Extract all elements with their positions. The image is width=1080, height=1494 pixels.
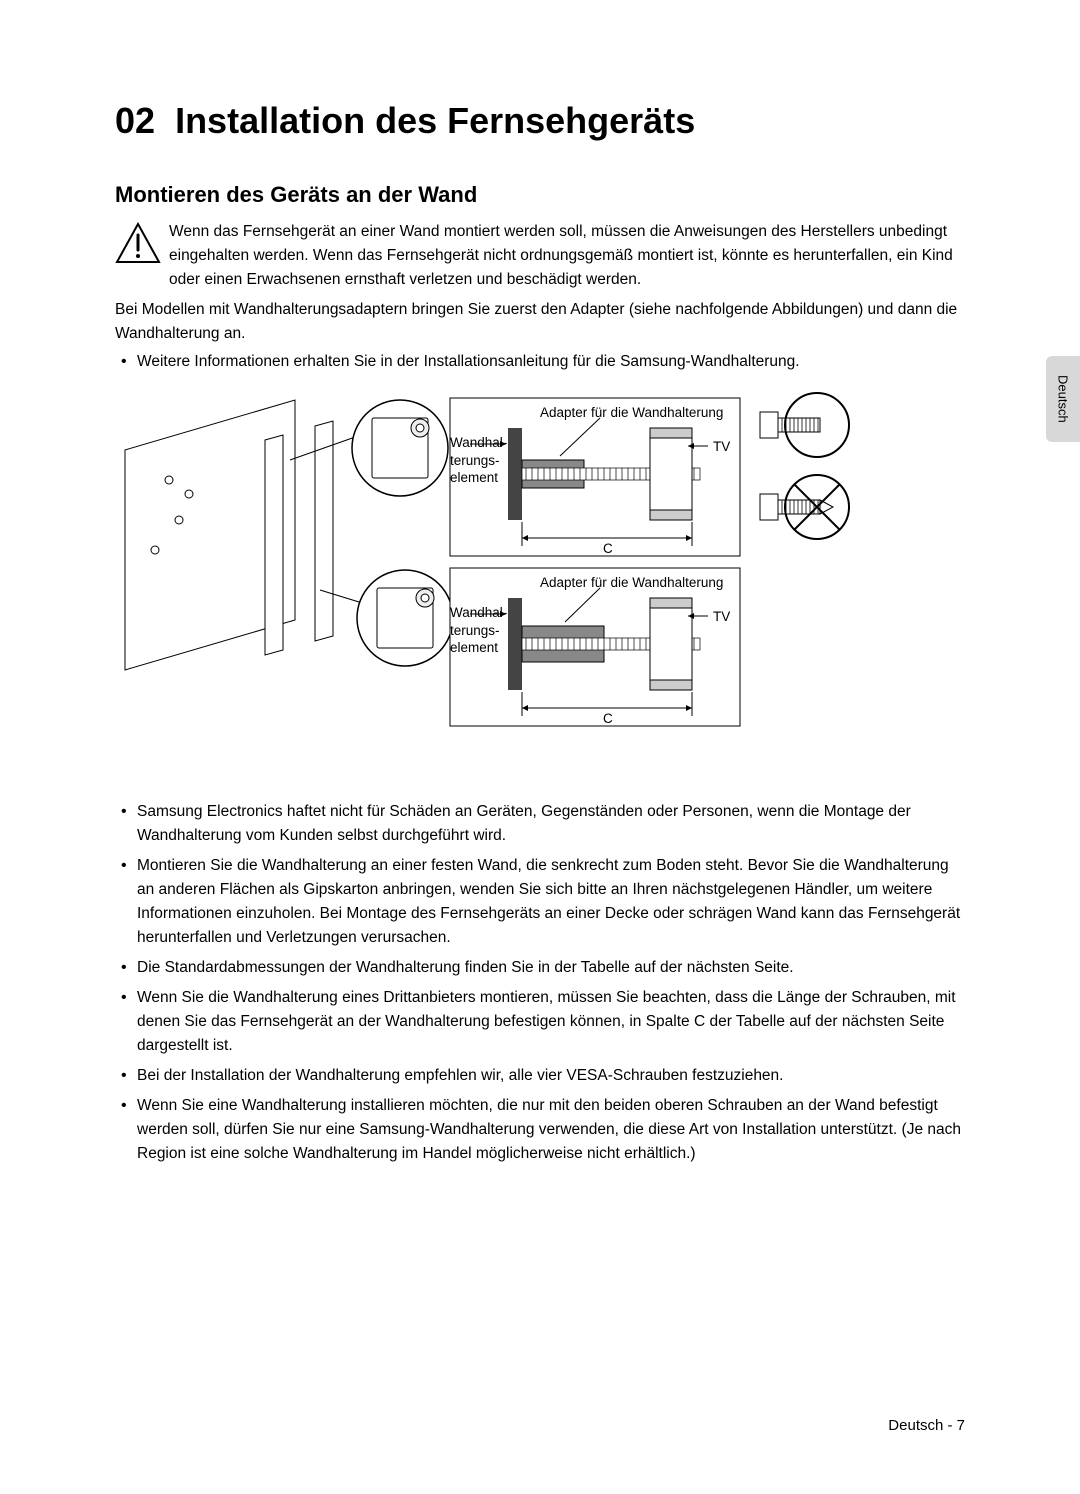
top-bullet-list: Weitere Informationen erhalten Sie in de… xyxy=(115,350,965,374)
list-item: Wenn Sie die Wandhalterung eines Drittan… xyxy=(137,986,965,1058)
intro-paragraph: Bei Modellen mit Wandhalterungsadaptern … xyxy=(115,298,965,346)
page-footer: Deutsch - 7 xyxy=(888,1417,965,1434)
page-content: 02 Installation des Fernsehgeräts Montie… xyxy=(0,0,1080,1232)
adapter-label-1: Adapter für die Wandhalterung xyxy=(540,404,723,422)
installation-diagram: Adapter für die Wandhalterung Wandhal- t… xyxy=(115,390,965,750)
c-label-2: C xyxy=(603,710,613,728)
warning-icon xyxy=(115,222,161,269)
chapter-title-text: Installation des Fernsehgeräts xyxy=(175,100,695,141)
list-item: Samsung Electronics haftet nicht für Sch… xyxy=(137,800,965,848)
c-label-1: C xyxy=(603,540,613,558)
adapter-label-2: Adapter für die Wandhalterung xyxy=(540,574,723,592)
section-heading: Montieren des Geräts an der Wand xyxy=(115,182,965,208)
list-item: Die Standardabmessungen der Wandhalterun… xyxy=(137,956,965,980)
bottom-bullet-list: Samsung Electronics haftet nicht für Sch… xyxy=(115,800,965,1166)
list-item: Wenn Sie eine Wandhalterung installieren… xyxy=(137,1094,965,1166)
tv-label-2: TV xyxy=(713,608,730,626)
list-item: Montieren Sie die Wandhalterung an einer… xyxy=(137,854,965,950)
warning-block: Wenn das Fernsehgerät an einer Wand mont… xyxy=(115,220,965,292)
chapter-heading: 02 Installation des Fernsehgeräts xyxy=(115,100,965,142)
list-item: Weitere Informationen erhalten Sie in de… xyxy=(137,350,965,374)
warning-text: Wenn das Fernsehgerät an einer Wand mont… xyxy=(169,220,965,292)
chapter-number: 02 xyxy=(115,100,155,141)
bracket-label-1: Wandhal- terungs- element xyxy=(450,434,507,487)
tv-label-1: TV xyxy=(713,438,730,456)
list-item: Bei der Installation der Wandhalterung e… xyxy=(137,1064,965,1088)
bracket-label-2: Wandhal- terungs- element xyxy=(450,604,507,657)
